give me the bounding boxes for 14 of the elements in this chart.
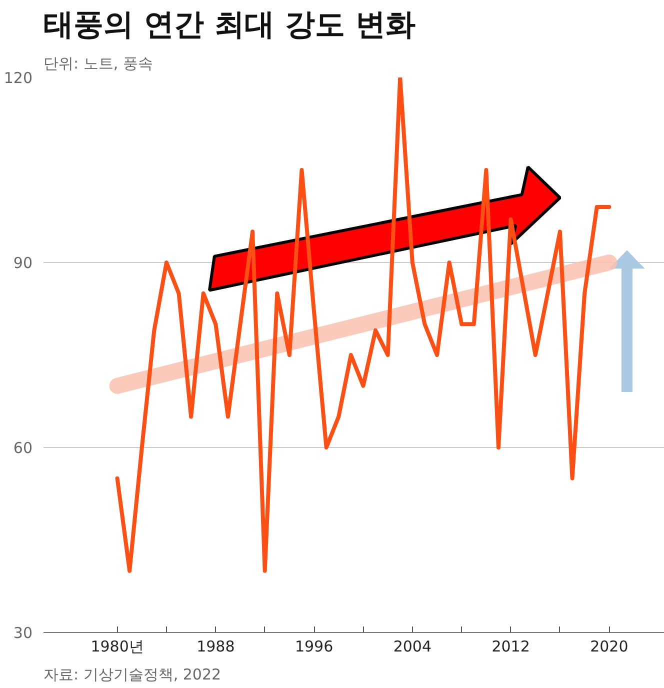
y-tick-label: 30: [13, 624, 33, 642]
line-series: [115, 78, 612, 573]
x-tick-label: 2004: [393, 638, 432, 656]
y-tick-label: 60: [13, 439, 33, 457]
chart-title: 태풍의 연간 최대 강도 변화: [44, 8, 416, 42]
x-tick-label: 2012: [492, 638, 530, 656]
y-tick-label: 120: [4, 69, 33, 87]
x-tick-label: 2020: [590, 638, 628, 656]
x-tick-label: 1980년: [90, 638, 144, 656]
x-tick-label: 1996: [294, 638, 334, 656]
chart-subtitle: 단위: 노트, 풍속: [44, 54, 153, 72]
x-tick-label: 1988: [196, 638, 235, 656]
y-tick-label: 90: [13, 254, 33, 272]
text: 자료: 기상기술정책, 2022: [44, 666, 222, 684]
